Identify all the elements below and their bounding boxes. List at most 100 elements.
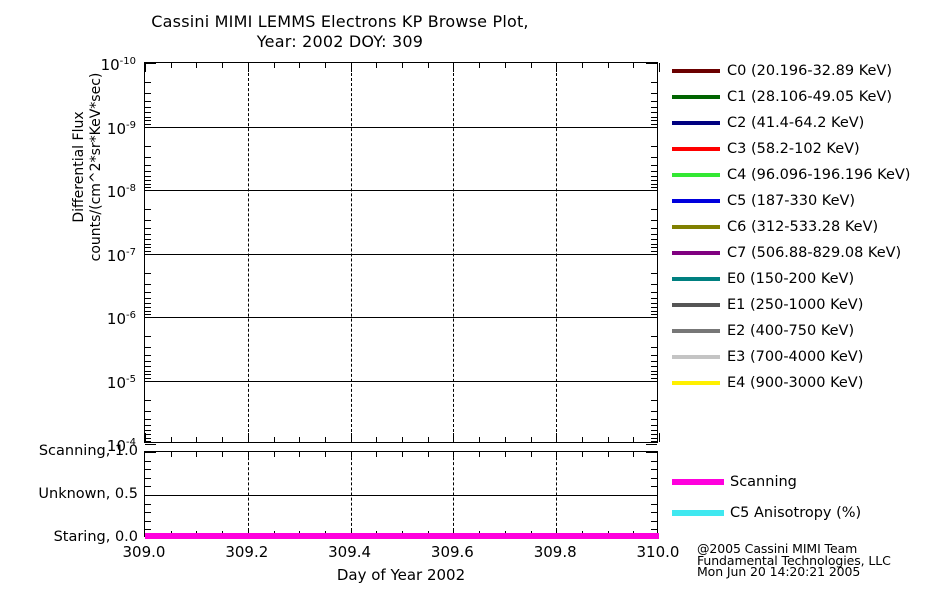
scan-x-minor-tick: [556, 452, 558, 457]
flux-y-minor-tick: [145, 120, 151, 122]
flux-y-minor-tick: [651, 247, 657, 249]
legend-flux-item-row[interactable]: C6 (312-533.28 KeV): [672, 214, 950, 240]
flux-y-major-tick: [646, 444, 657, 445]
x-tick-label: 310.0: [636, 543, 680, 561]
scan-y-minor-tick: [145, 503, 151, 505]
flux-x-minor-tick: [504, 437, 506, 442]
scan-y-minor-tick: [651, 529, 657, 531]
x-axis-label: Day of Year 2002: [336, 566, 466, 584]
flux-y-minor-tick: [145, 93, 151, 95]
flux-y-major-tick: [646, 317, 657, 318]
flux-y-minor-tick: [651, 250, 657, 252]
legend-flux-item-swatch-icon: [672, 69, 720, 73]
flux-y-minor-tick: [145, 180, 151, 182]
flux-y-minor-tick: [651, 366, 657, 368]
flux-y-minor-tick: [651, 82, 657, 84]
legend-flux-item-swatch-icon: [672, 251, 720, 255]
flux-y-minor-tick: [145, 310, 151, 312]
scan-mode-trace: [145, 533, 659, 539]
legend-flux-item-row[interactable]: E4 (900-3000 KeV): [672, 370, 950, 396]
flux-y-minor-tick: [145, 429, 151, 431]
flux-y-minor-tick: [651, 164, 657, 166]
legend-flux-item-swatch-icon: [672, 173, 720, 177]
flux-y-minor-tick: [145, 374, 151, 376]
flux-y-minor-tick: [145, 347, 151, 349]
flux-y-minor-tick: [145, 234, 151, 236]
flux-hgridline: [145, 253, 657, 255]
legend-flux-item-row[interactable]: C5 (187-330 KeV): [672, 188, 950, 214]
flux-y-minor-tick: [145, 107, 151, 109]
legend-flux-item-row[interactable]: E0 (150-200 KeV): [672, 266, 950, 292]
scan-x-minor-tick: [530, 452, 532, 457]
flux-x-minor-tick: [633, 63, 635, 68]
legend-flux-item-row[interactable]: E3 (700-4000 KeV): [672, 344, 950, 370]
scan-x-minor-tick: [607, 452, 609, 457]
scan-x-minor-tick: [196, 452, 198, 457]
legend-mode-item-row[interactable]: Scanning: [672, 466, 950, 497]
flux-y-major-tick: [145, 126, 156, 128]
legend-flux-item-row[interactable]: E2 (400-750 KeV): [672, 318, 950, 344]
legend-flux-item-label: C1 (28.106-49.05 KeV): [727, 89, 892, 105]
flux-y-minor-tick: [651, 377, 657, 379]
flux-y-major-tick: [646, 126, 657, 128]
flux-y-minor-tick: [145, 441, 151, 443]
flux-x-minor-tick: [453, 437, 455, 442]
flux-y-minor-tick: [651, 410, 657, 412]
legend-flux-item-row[interactable]: C4 (96.096-196.196 KeV): [672, 162, 950, 188]
legend-flux-item-row[interactable]: C0 (20.196-32.89 KeV): [672, 58, 950, 84]
scan-y-minor-tick: [651, 486, 657, 488]
legend-flux-item-label: E0 (150-200 KeV): [727, 271, 855, 287]
flux-x-minor-tick: [453, 63, 455, 68]
scan-mode-plot-area[interactable]: [144, 451, 659, 539]
flux-x-major-tick: [659, 63, 660, 72]
flux-y-minor-tick: [651, 437, 657, 439]
flux-y-minor-tick: [651, 220, 657, 222]
scan-hgridline: [145, 495, 657, 496]
flux-hgridline: [145, 126, 657, 128]
flux-y-major-tick: [145, 444, 156, 445]
flux-y-minor-tick: [145, 101, 151, 103]
scan-x-minor-tick: [247, 452, 249, 457]
scan-y-minor-tick: [145, 486, 151, 488]
flux-y-minor-tick: [651, 239, 657, 241]
flux-x-minor-tick: [479, 437, 481, 442]
flux-y-minor-tick: [145, 247, 151, 249]
flux-x-minor-tick: [581, 437, 583, 442]
legend-flux-item-row[interactable]: E1 (250-1000 KeV): [672, 292, 950, 318]
x-tick-label: 309.6: [430, 543, 474, 561]
title-line-1: Cassini MIMI LEMMS Electrons KP Browse P…: [151, 12, 529, 31]
flux-x-minor-tick: [376, 63, 378, 68]
flux-y-minor-tick: [145, 187, 151, 189]
flux-y-minor-tick: [651, 145, 657, 147]
legend-flux-item-row[interactable]: C3 (58.2-102 KeV): [672, 136, 950, 162]
flux-y-minor-tick: [651, 234, 657, 236]
flux-y-minor-tick: [651, 307, 657, 309]
flux-x-minor-tick: [170, 437, 172, 442]
legend-mode-item-row[interactable]: C5 Anisotropy (%): [672, 497, 950, 528]
y-tick-label: 10-9: [106, 119, 136, 138]
legend-flux-item-label: C3 (58.2-102 KeV): [727, 141, 860, 157]
legend-flux-item-swatch-icon: [672, 277, 720, 281]
flux-x-minor-tick: [222, 63, 224, 68]
flux-y-minor-tick: [145, 209, 151, 211]
legend-flux-item-label: C2 (41.4-64.2 KeV): [727, 115, 865, 131]
x-tick-label: 309.8: [533, 543, 577, 561]
legend-flux-item-label: E3 (700-4000 KeV): [727, 349, 864, 365]
legend-flux-item-row[interactable]: C2 (41.4-64.2 KeV): [672, 110, 950, 136]
flux-y-minor-tick: [651, 418, 657, 420]
legend-flux-item-row[interactable]: C7 (506.88-829.08 KeV): [672, 240, 950, 266]
flux-x-minor-tick: [170, 63, 172, 68]
flux-y-minor-tick: [145, 272, 151, 274]
legend-flux-item-swatch-icon: [672, 355, 720, 359]
flux-y-minor-tick: [651, 399, 657, 401]
y-tick-label: 10-10: [100, 56, 136, 74]
flux-plot-area[interactable]: [144, 62, 660, 445]
legend-flux-item-row[interactable]: C1 (28.106-49.05 KeV): [672, 84, 950, 110]
flux-x-minor-tick: [273, 437, 275, 442]
x-tick-label: 309.2: [225, 543, 269, 561]
scan-x-minor-tick: [273, 452, 275, 457]
legend-flux-item-label: E2 (400-750 KeV): [727, 323, 855, 339]
flux-y-minor-tick: [145, 291, 151, 293]
flux-vgridline: [556, 63, 558, 442]
scan-x-minor-tick: [299, 452, 301, 457]
